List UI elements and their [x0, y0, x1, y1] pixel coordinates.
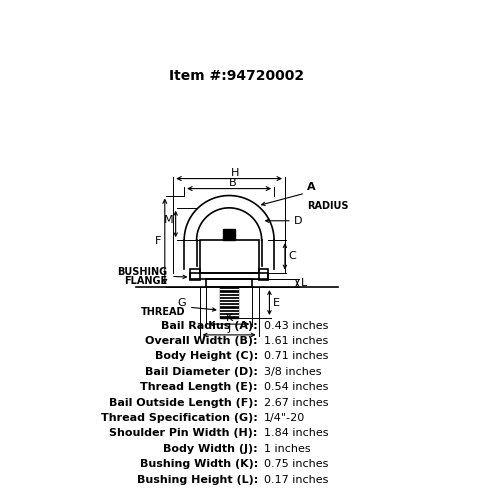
Text: D: D — [294, 216, 302, 226]
Text: Thread Length (E):: Thread Length (E): — [140, 382, 258, 392]
Text: E: E — [272, 298, 280, 308]
Text: K: K — [226, 312, 233, 322]
Text: THREAD: THREAD — [141, 307, 186, 317]
Text: Body Height (C):: Body Height (C): — [154, 352, 258, 362]
Text: 0.75 inches: 0.75 inches — [264, 459, 328, 469]
Text: 0.54 inches: 0.54 inches — [264, 382, 328, 392]
Polygon shape — [223, 230, 235, 240]
Text: Bail Radius (A):: Bail Radius (A): — [161, 320, 258, 330]
Text: Bushing Height (L):: Bushing Height (L): — [136, 474, 258, 484]
Text: C: C — [288, 252, 296, 262]
Text: 0.17 inches: 0.17 inches — [264, 474, 328, 484]
Text: M: M — [164, 215, 173, 225]
Text: Shoulder Pin Width (H):: Shoulder Pin Width (H): — [110, 428, 258, 438]
Text: Body Width (J):: Body Width (J): — [163, 444, 258, 454]
Text: 0.71 inches: 0.71 inches — [264, 352, 328, 362]
Text: 2.67 inches: 2.67 inches — [264, 398, 328, 407]
Text: F: F — [156, 236, 162, 246]
Text: Bail Outside Length (F):: Bail Outside Length (F): — [109, 398, 258, 407]
Text: 0.43 inches: 0.43 inches — [264, 320, 328, 330]
Polygon shape — [220, 287, 238, 318]
Text: Thread Specification (G):: Thread Specification (G): — [101, 413, 258, 423]
Text: FLANGE: FLANGE — [124, 276, 167, 286]
Text: Overall Width (B):: Overall Width (B): — [146, 336, 258, 346]
Text: RADIUS: RADIUS — [306, 201, 348, 211]
Text: Bushing Width (K):: Bushing Width (K): — [140, 459, 258, 469]
Text: A: A — [306, 182, 316, 192]
Text: G: G — [177, 298, 186, 308]
Text: 1 inches: 1 inches — [264, 444, 310, 454]
Text: L: L — [300, 278, 306, 288]
Text: 1/4"-20: 1/4"-20 — [264, 413, 305, 423]
Text: B: B — [229, 178, 237, 188]
Text: Item #:94720002: Item #:94720002 — [170, 69, 304, 83]
Text: J: J — [228, 324, 231, 334]
Text: Bail Diameter (D):: Bail Diameter (D): — [145, 367, 258, 377]
Text: H: H — [231, 168, 239, 178]
Text: 1.61 inches: 1.61 inches — [264, 336, 328, 346]
Text: BUSHING: BUSHING — [117, 267, 167, 277]
Text: 3/8 inches: 3/8 inches — [264, 367, 322, 377]
Text: 1.84 inches: 1.84 inches — [264, 428, 328, 438]
